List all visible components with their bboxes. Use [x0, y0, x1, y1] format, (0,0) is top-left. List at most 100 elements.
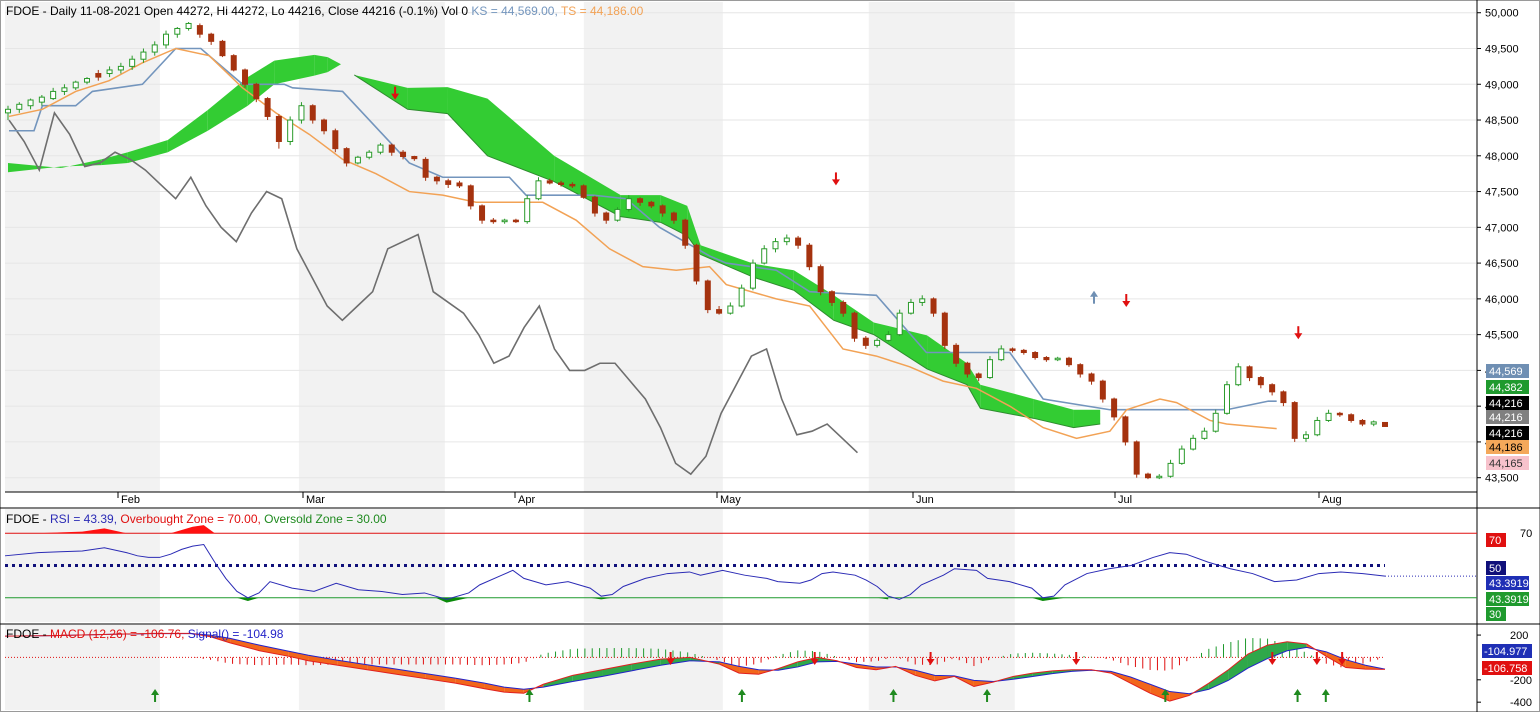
arrow-head [810, 659, 819, 665]
candle-body-up [117, 65, 124, 71]
macd-header-value: MACD (12,26) = -106.76, [50, 627, 188, 641]
candle [648, 200, 655, 209]
kumo-bull-segment [314, 54, 328, 76]
candle-body-down [704, 280, 711, 311]
candle-body-down [1336, 412, 1343, 416]
candle [411, 155, 418, 161]
candle-body-up [1201, 430, 1208, 439]
macd-bull-fill [1287, 641, 1307, 651]
candle-body-down [1269, 384, 1276, 393]
candle-body-down [95, 73, 102, 78]
candle-body-up [885, 334, 892, 341]
candle-body-up [1156, 475, 1163, 479]
buy-arrow [1090, 290, 1099, 304]
candle-body-up [140, 51, 147, 60]
price-tag-label: 44,165 [1489, 458, 1523, 470]
macd-bear-fill [1130, 677, 1151, 694]
oversold-fill [236, 597, 265, 602]
macd-buy-arrow [1161, 689, 1170, 702]
macd-sell-arrow [1312, 652, 1321, 665]
candle-body-down [490, 219, 497, 223]
candle [603, 211, 610, 224]
candle [1043, 356, 1050, 362]
candle-body-down [670, 212, 677, 221]
candle-body-down [230, 55, 237, 71]
price-tick-label: 49,000 [1485, 79, 1519, 91]
candle-body-down [433, 176, 440, 182]
macd-bull-fill [1013, 673, 1033, 680]
arrow-head [1090, 290, 1099, 297]
price-tag-bg [1486, 440, 1529, 454]
candle [38, 94, 45, 106]
price-tag-label: 44,569 [1489, 366, 1523, 378]
candle [230, 54, 237, 72]
month-band [5, 625, 160, 710]
macd-bear-fill [915, 670, 935, 681]
candle-body-up [298, 105, 305, 121]
candle [885, 331, 892, 342]
candle [693, 243, 700, 285]
kumo-bull-segment [207, 77, 248, 131]
rsi-header-oversold: Oversold Zone = 30.00 [264, 512, 387, 526]
macd-bear-fill [337, 660, 368, 670]
arrow-head [151, 689, 160, 695]
candle-body-up [907, 301, 914, 314]
rsi-tag-label: 70 [1489, 535, 1501, 547]
price-header: FDOE - Daily 11-08-2021 Open 44272, Hi 4… [6, 4, 644, 18]
candle-body-down [795, 237, 802, 246]
candle-body-up [129, 58, 136, 67]
kumo-bull-segment [327, 57, 341, 73]
oversold-fill [1031, 597, 1065, 602]
candle-body-down [343, 148, 350, 164]
candle [1178, 445, 1185, 465]
rsi-tag-label: 43.3919 [1489, 578, 1529, 590]
macd-header-text: FDOE - MACD (12,26) = -106.76, Signal() … [6, 627, 284, 641]
candle [242, 68, 249, 88]
macd-buy-arrow [983, 689, 992, 702]
candle-body-down [1032, 352, 1039, 359]
candle-body-down [264, 98, 271, 117]
macd-tick-label: -200 [1510, 675, 1532, 687]
candle-body-down [1111, 398, 1118, 418]
candle [1122, 415, 1129, 446]
candle-body-up [501, 219, 508, 223]
candle [749, 259, 756, 291]
candle-body-up [1314, 419, 1321, 436]
rsi-header-overbought: Overbought Zone = 70.00, [120, 512, 264, 526]
candle [72, 80, 79, 90]
candle-body-down [1348, 414, 1355, 421]
candle [1336, 411, 1343, 417]
candle [1133, 440, 1140, 478]
candle-body-down [1382, 421, 1388, 427]
candle-body-up [998, 348, 1005, 361]
arrow-head [1321, 689, 1330, 695]
candle [727, 302, 734, 315]
candle-body-down [1020, 349, 1027, 354]
candle-body-down [1065, 357, 1072, 366]
candle-body-down [275, 115, 282, 142]
candle [219, 39, 226, 58]
macd-tag-label: -106.758 [1484, 663, 1527, 675]
candle [761, 245, 768, 265]
candle-body-up [1325, 412, 1332, 421]
kumo-bull-segment [167, 110, 208, 153]
price-tick-label: 45,500 [1485, 330, 1519, 342]
candle-body-up [1212, 412, 1219, 432]
candle [524, 195, 531, 224]
macd-bull-fill [602, 664, 632, 677]
candle [95, 69, 102, 81]
candle [1359, 419, 1366, 427]
candle-body-down [569, 183, 576, 187]
rsi-line [4, 543, 1386, 600]
price-tick-label: 46,500 [1485, 258, 1519, 270]
candle-body-down [603, 212, 610, 221]
candle [986, 356, 993, 379]
candle-body-up [366, 151, 373, 158]
candle-body-down [862, 337, 869, 346]
candle [61, 84, 68, 95]
month-label: Jun [916, 494, 934, 506]
macd-bear-fill [288, 651, 309, 661]
candle-body-up [874, 339, 881, 346]
arrow-head [1338, 659, 1347, 665]
